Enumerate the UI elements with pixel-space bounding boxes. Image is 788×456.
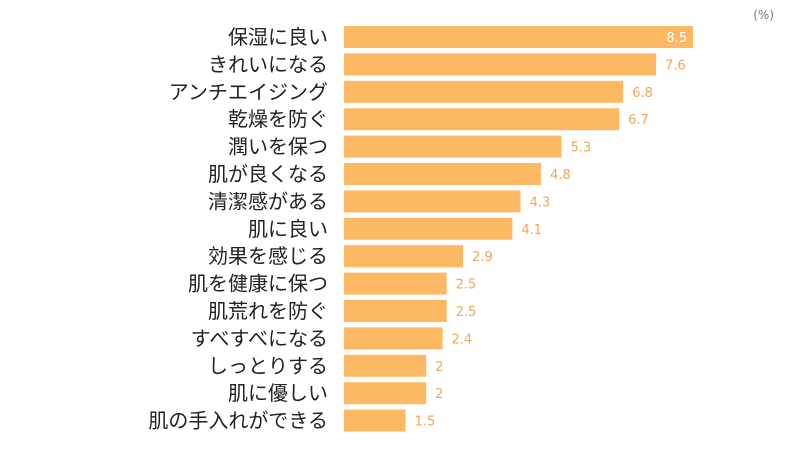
value-label: 2.5 xyxy=(456,305,477,320)
value-label: 2.5 xyxy=(456,278,477,293)
bar-row: 肌の手入れができる 1.5 xyxy=(148,409,435,433)
bar-row: 肌に良い 4.1 xyxy=(248,217,542,241)
bar xyxy=(344,26,693,48)
bar xyxy=(344,135,562,158)
bar-row: 肌に優しい 2 xyxy=(228,381,443,405)
bar xyxy=(344,409,406,432)
category-label: 肌の手入れができる xyxy=(148,409,328,433)
bar-row: 肌が良くなる 4.8 xyxy=(208,162,571,186)
category-label: 乾燥を防ぐ xyxy=(228,107,328,131)
value-label: 4.3 xyxy=(530,195,551,210)
value-label: 6.8 xyxy=(632,86,653,101)
bar-row: きれいになる 7.6 xyxy=(208,52,686,76)
category-label: きれいになる xyxy=(208,52,328,76)
bar xyxy=(344,382,427,405)
bar-row: すべすべになる 2.4 xyxy=(191,326,472,350)
category-label: 肌に良い xyxy=(248,217,328,241)
category-label: 潤いを保つ xyxy=(228,135,328,159)
value-label: 2 xyxy=(435,360,443,375)
bar-row: 乾燥を防ぐ 6.7 xyxy=(228,107,649,131)
unit-label: (%) xyxy=(753,8,774,22)
bar xyxy=(344,80,624,103)
category-label: しっとりする xyxy=(208,354,328,378)
bar xyxy=(344,327,443,350)
bar xyxy=(344,190,521,213)
category-label: 肌が良くなる xyxy=(208,162,328,186)
bar xyxy=(344,245,464,268)
value-label: 2.9 xyxy=(472,250,493,265)
bar-row: 清潔感がある 4.3 xyxy=(208,189,550,213)
bar-row: アンチエイジング 6.8 xyxy=(169,80,653,104)
value-label: 1.5 xyxy=(415,415,436,430)
value-label: 4.8 xyxy=(550,168,571,183)
value-label: 4.1 xyxy=(521,223,542,238)
bar-row: 保湿に良い 8.5 xyxy=(228,25,693,49)
bar-row: 肌荒れを防ぐ 2.5 xyxy=(208,299,476,323)
value-label: 6.7 xyxy=(628,113,649,128)
bar-row: 肌を健康に保つ 2.5 xyxy=(188,272,476,296)
category-label: すべすべになる xyxy=(191,326,328,350)
category-label: 保湿に良い xyxy=(228,25,328,49)
bar xyxy=(344,163,542,185)
category-label: 効果を感じる xyxy=(208,244,328,268)
value-label: 2.4 xyxy=(452,332,473,347)
bar-row: 潤いを保つ 5.3 xyxy=(228,135,591,159)
value-label: 8.5 xyxy=(666,31,687,46)
bar xyxy=(344,53,657,76)
bar-row: しっとりする 2 xyxy=(208,354,443,378)
value-label: 2 xyxy=(435,387,443,402)
bar xyxy=(344,300,447,322)
category-label: 肌に優しい xyxy=(228,381,328,405)
value-label: 7.6 xyxy=(665,58,686,73)
bar xyxy=(344,354,427,377)
bar xyxy=(344,108,620,131)
bar xyxy=(344,217,513,240)
category-label: アンチエイジング xyxy=(169,80,328,104)
category-label: 肌荒れを防ぐ xyxy=(208,299,328,323)
bar-row: 効果を感じる 2.9 xyxy=(208,244,493,268)
category-label: 肌を健康に保つ xyxy=(188,272,328,296)
bar xyxy=(344,272,447,295)
category-label: 清潔感がある xyxy=(208,189,328,213)
value-label: 5.3 xyxy=(571,141,592,156)
